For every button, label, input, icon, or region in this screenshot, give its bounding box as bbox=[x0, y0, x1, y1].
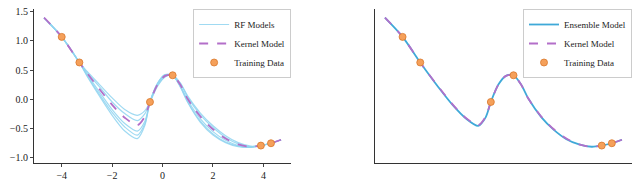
svg-text:Training Data: Training Data bbox=[564, 58, 614, 68]
svg-text:Kernel Model: Kernel Model bbox=[234, 39, 285, 49]
svg-text:0: 0 bbox=[160, 170, 165, 181]
svg-text:1.5: 1.5 bbox=[16, 6, 29, 17]
svg-text:0.0: 0.0 bbox=[16, 94, 29, 105]
svg-text:−2: −2 bbox=[107, 170, 118, 181]
svg-text:RF Models: RF Models bbox=[234, 20, 275, 30]
svg-text:−0.5: −0.5 bbox=[10, 123, 28, 134]
svg-text:0.5: 0.5 bbox=[16, 65, 29, 76]
svg-text:Ensemble Model: Ensemble Model bbox=[564, 20, 626, 30]
svg-text:−1.0: −1.0 bbox=[10, 152, 28, 163]
svg-text:4: 4 bbox=[261, 170, 266, 181]
svg-text:1.0: 1.0 bbox=[16, 35, 29, 46]
svg-text:−4: −4 bbox=[56, 170, 67, 181]
svg-text:Training Data: Training Data bbox=[234, 58, 284, 68]
svg-text:2: 2 bbox=[210, 170, 215, 181]
svg-text:Kernel Model: Kernel Model bbox=[564, 39, 615, 49]
